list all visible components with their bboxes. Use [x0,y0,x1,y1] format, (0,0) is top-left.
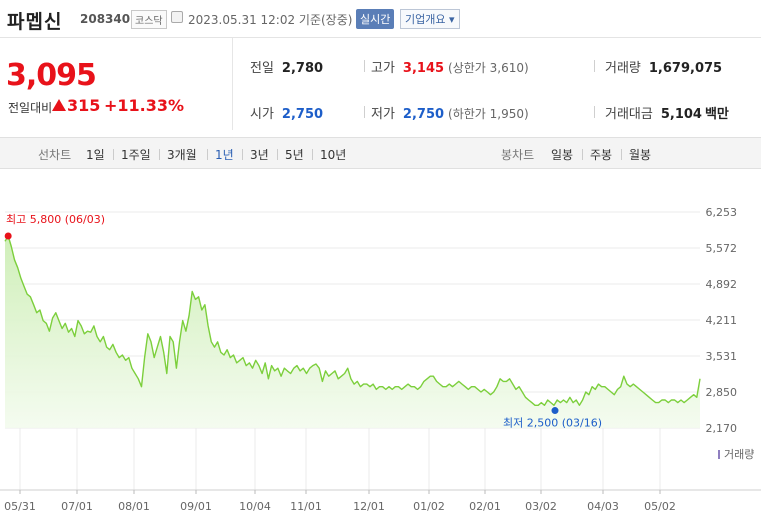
stat-amount-value: 5,104 [660,107,702,122]
quote-datetime: 2023.05.31 12:02 기준(장중) [188,13,353,27]
y-tick-label: 3,531 [706,350,738,363]
stat-prev-label: 전일 [250,61,274,76]
clock-icon [171,11,183,23]
stat-open-label: 시가 [250,107,274,122]
stat-amount: 거래대금 5,104 백만 [605,103,729,122]
tab-weekly[interactable]: 주봉 [590,148,613,162]
x-tick-label: 11/01 [290,500,322,513]
volume-bars: 거래량 [718,448,754,461]
tab-daily[interactable]: 일봉 [551,148,574,162]
y-axis: 6,253 5,572 4,892 4,211 3,531 2,850 2,170 [706,206,738,435]
y-tick-label: 4,211 [706,314,738,327]
current-price: 3,095 [6,58,97,93]
stat-high-value: 3,145 [402,61,445,76]
stat-prev: 전일 2,780 [250,57,323,76]
stat-upper-limit: (상한가 3,610) [448,61,529,75]
y-tick-label: 4,892 [706,278,738,291]
stat-low: 저가 2,750 (하한가 1,950) [371,103,529,122]
realtime-button[interactable]: 실시간 [356,9,395,29]
stat-lower-limit: (하한가 1,950) [448,107,529,121]
candle-chart-caption: 봉차트 [501,148,535,162]
tab-divider [312,149,313,160]
y-tick-label: 2,850 [706,386,738,399]
stock-name: 파멥신 [7,11,63,33]
low-marker [551,407,559,415]
tab-divider [582,149,583,160]
y-tick-label: 5,572 [706,242,738,255]
x-tick-label: 05/31 [4,500,36,513]
tab-10y[interactable]: 10년 [320,148,347,162]
price-area [5,236,700,428]
change-rate: +11.33% [104,96,185,115]
tab-divider [277,149,278,160]
line-chart-caption: 선차트 [38,148,72,162]
tab-5y[interactable]: 5년 [285,148,304,162]
stat-low-label: 저가 [371,107,395,122]
stat-volume-label: 거래량 [605,61,641,76]
high-marker [4,232,12,240]
summary-divider [232,38,233,130]
stat-open: 시가 2,750 [250,103,323,122]
market-badge: 코스닥 [131,10,167,29]
volume-legend: 거래량 [724,448,754,461]
extreme-markers: 최고 5,800 (06/03) 최저 2,500 (03/16) [4,213,602,430]
stock-code: 208340 [80,12,131,26]
price-line [4,235,701,406]
change-value: 315 [67,96,101,115]
stat-open-value: 2,750 [281,107,324,122]
x-tick-label: 05/02 [644,500,676,513]
x-tick-label: 03/02 [525,500,557,513]
stat-high: 고가 3,145 (상한가 3,610) [371,57,529,76]
tab-monthly[interactable]: 월봉 [629,148,652,162]
tab-divider [242,149,243,160]
x-tick-label: 01/02 [413,500,445,513]
change-label: 전일대비 [8,101,53,115]
chart-period-tabs: 선차트 1일 1주일 3개월 1년 3년 5년 10년 봉차트 일봉 주봉 월봉 [0,137,761,169]
tab-divider [621,149,622,160]
stock-header: 파멥신 208340 코스닥 2023.05.31 12:02 기준(장중) 실… [0,0,761,38]
volume-legend-swatch [718,450,720,459]
low-label: 최저 2,500 (03/16) [503,417,602,430]
tab-divider [207,149,208,160]
tab-1d[interactable]: 1일 [86,148,105,162]
x-tick-label: 12/01 [353,500,385,513]
y-tick-label: 6,253 [706,206,738,219]
stat-low-value: 2,750 [402,107,445,122]
x-tick-label: 04/03 [587,500,619,513]
tab-1w[interactable]: 1주일 [121,148,151,162]
stat-amount-label: 거래대금 [605,107,653,122]
stat-volume: 거래량 1,679,075 [605,57,722,76]
x-tick-label: 07/01 [61,500,93,513]
x-tick-label: 02/01 [469,500,501,513]
up-triangle-icon [52,99,66,111]
tab-3m[interactable]: 3개월 [167,148,197,162]
x-axis: 05/31 07/01 08/01 09/01 10/04 11/01 12/01 01/02… [0,489,761,513]
x-tick-label: 10/04 [239,500,271,513]
x-tick-label: 08/01 [118,500,150,513]
stat-divider [364,60,365,72]
stat-divider [594,106,595,118]
company-info-dropdown[interactable]: 기업개요 ▾ [400,9,460,29]
tab-3y[interactable]: 3년 [250,148,269,162]
stat-divider [594,60,595,72]
stat-divider [364,106,365,118]
stat-prev-value: 2,780 [281,61,324,76]
tab-divider [159,149,160,160]
y-tick-label: 2,170 [706,422,738,435]
high-label: 최고 5,800 (06/03) [6,213,105,226]
stat-volume-value: 1,679,075 [648,61,723,76]
tab-1y[interactable]: 1년 [215,148,234,162]
tab-divider [113,149,114,160]
stat-high-label: 고가 [371,61,395,76]
stat-amount-unit: 백만 [704,107,729,122]
x-tick-label: 09/01 [180,500,212,513]
